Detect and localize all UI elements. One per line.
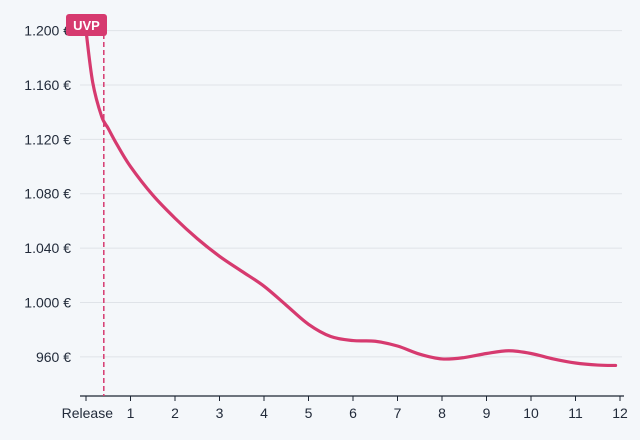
y-tick-label: 1.000 €: [24, 295, 71, 311]
x-tick-label: 8: [438, 405, 446, 421]
y-tick-label: 1.080 €: [24, 186, 71, 202]
y-axis-labels: 960 € 1.000 € 1.040 € 1.080 € 1.120 € 1.160 €…: [24, 23, 71, 365]
x-tick-label: 12: [612, 405, 628, 421]
x-tick-label: 9: [483, 405, 491, 421]
uvp-badge-pointer: [81, 28, 91, 36]
price-line: [84, 28, 618, 368]
y-tick-label: 1.200 €: [24, 23, 71, 39]
y-tick-label: 960 €: [36, 349, 71, 365]
x-tick-label: 10: [523, 405, 539, 421]
x-tick-label: Release: [62, 405, 114, 421]
y-tick-label: 1.120 €: [24, 131, 71, 147]
uvp-badge: [66, 14, 107, 36]
x-tick-label: 4: [260, 405, 268, 421]
y-tick-label: 1.040 €: [24, 240, 71, 256]
x-tick-label: 5: [305, 405, 313, 421]
series-layer: [84, 28, 618, 368]
grid-lines: [80, 30, 622, 358]
x-tick-label: 6: [349, 405, 357, 421]
x-tick-label: 1: [127, 405, 135, 421]
x-axis: Release 1 2 3 4 5 6 7 8 9 10 11 12: [62, 395, 628, 421]
x-tick-label: 11: [568, 405, 583, 421]
y-tick-label: 1.160 €: [24, 77, 71, 93]
x-tick-label: 3: [216, 405, 224, 421]
x-tick-label: 7: [394, 405, 402, 421]
x-tick-label: 2: [171, 405, 179, 421]
uvp-annotation: UVP: [66, 14, 107, 36]
uvp-label: UVP: [73, 18, 100, 33]
